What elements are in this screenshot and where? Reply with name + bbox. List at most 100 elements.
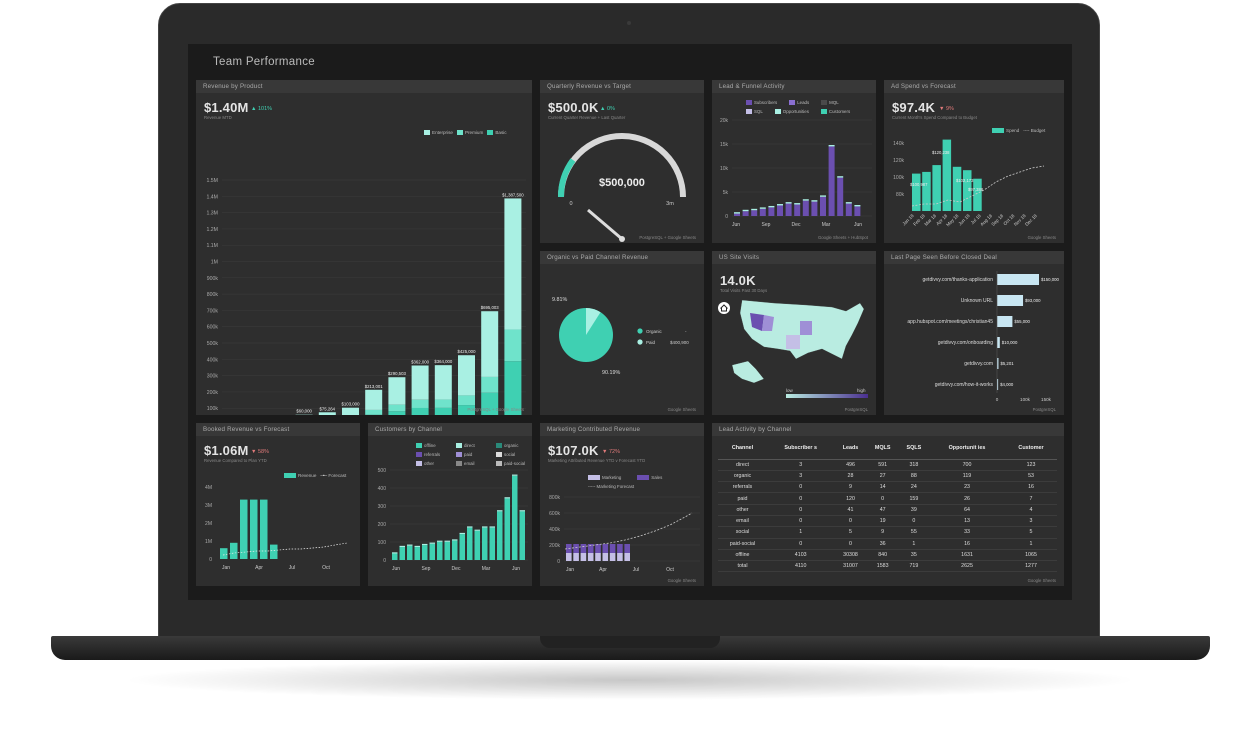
bar-segment xyxy=(512,474,518,476)
panel-title: US Site Visits xyxy=(712,251,876,264)
x-tick: Oct xyxy=(322,565,330,571)
table-cell: 16 xyxy=(929,538,1006,550)
y-tick: 0 xyxy=(725,214,728,220)
laptop-notch xyxy=(540,636,720,648)
booked-revenue-panel[interactable]: Booked Revenue vs Forecast $1.06M ▼ 58% … xyxy=(196,423,360,586)
bar xyxy=(973,178,982,211)
column-header[interactable]: MQLS xyxy=(866,438,899,460)
column-header[interactable]: Opportunit ies xyxy=(929,438,1006,460)
table-cell: paid-social xyxy=(718,538,767,550)
data-label: $10,000 xyxy=(1002,340,1018,345)
legend-spend: Spend xyxy=(992,128,1019,134)
lead-funnel-panel[interactable]: Lead & Funnel Activity Subscribers Leads… xyxy=(712,80,876,243)
panel-title: Customers by Channel xyxy=(368,423,532,436)
marketing-delta: ▼ 72% xyxy=(602,449,620,455)
bar-segment xyxy=(458,395,475,406)
table-cell: 88 xyxy=(898,470,930,483)
ad-spend-value: $97.4K xyxy=(892,100,936,115)
y-tick: 0 xyxy=(209,557,212,563)
table-cell: referrals xyxy=(718,481,767,494)
bar-segment xyxy=(365,389,383,410)
bar-segment xyxy=(458,355,475,396)
table-cell: 0 xyxy=(834,538,867,550)
map-region-mid xyxy=(800,321,812,335)
bar-segment xyxy=(617,544,623,553)
legend-opportunities: Opportunities xyxy=(774,107,809,116)
legend-organic: organic xyxy=(496,441,518,450)
home-icon[interactable] xyxy=(718,302,730,314)
table-row: offline 4103 30308 840 35 1631 1065 xyxy=(718,549,1057,562)
table-cell: 19 xyxy=(866,515,899,528)
ad-spend-panel[interactable]: Ad Spend vs Forecast $97.4K ▼ 9% Current… xyxy=(884,80,1064,243)
table-cell: other xyxy=(718,504,767,516)
y-tick: 500 xyxy=(378,468,387,474)
x-tick: Sep xyxy=(422,566,431,572)
panel-title: Ad Spend vs Forecast xyxy=(884,80,1064,93)
y-tick: 300k xyxy=(207,374,219,380)
bar xyxy=(519,511,525,560)
organic-vs-paid-panel[interactable]: Organic vs Paid Channel Revenue 9.81% 90… xyxy=(540,251,704,415)
table-cell: 0 xyxy=(767,538,835,550)
data-source: Google Sheets xyxy=(667,578,696,583)
column-header[interactable]: SQLS xyxy=(898,438,930,460)
chart-legend: Enterprise Premium Basic xyxy=(424,130,507,136)
table-cell: 41 xyxy=(834,504,867,516)
table-row: paid 0 120 0 159 26 7 xyxy=(718,492,1057,505)
table-cell: 9 xyxy=(834,481,867,494)
x-tick: Mar xyxy=(822,222,831,228)
bar-segment xyxy=(785,202,792,204)
legend-sql: SQL xyxy=(746,107,763,116)
marketing-chart: 800k 600k 400k 200k 0 Jan Apr Jul Oct xyxy=(549,495,700,573)
panel-title: Quarterly Revenue vs Target xyxy=(540,80,704,93)
bar xyxy=(444,541,450,560)
column-header[interactable]: Customer xyxy=(1005,438,1057,460)
bar xyxy=(734,213,740,216)
bar xyxy=(777,205,783,216)
table-cell: 0 xyxy=(834,515,867,528)
bar-segment xyxy=(481,311,499,377)
column-header[interactable]: Channel xyxy=(718,438,767,460)
last-page-panel[interactable]: Last Page Seen Before Closed Deal getdiv… xyxy=(884,251,1064,415)
bar xyxy=(220,548,228,559)
table-cell: 2625 xyxy=(929,560,1006,573)
pie-label-paid: 90.19% xyxy=(602,370,620,376)
bar-segment xyxy=(411,365,429,400)
bar xyxy=(997,295,1024,306)
bar-segment xyxy=(437,540,443,542)
page-label: getdivvy.com/onboarding xyxy=(938,340,993,346)
bar-segment xyxy=(459,532,465,535)
lead-activity-panel[interactable]: Lead Activity by Channel Channel Subscrib… xyxy=(712,423,1064,586)
y-tick: 1.1M xyxy=(206,243,218,249)
bar-segment xyxy=(609,544,616,553)
quarterly-revenue-panel[interactable]: Quarterly Revenue vs Target $500.0K ▲ 0%… xyxy=(540,80,704,243)
legend-budget: ---- Budget xyxy=(1023,128,1046,134)
data-label: $103,000 xyxy=(342,402,361,407)
y-tick: 20k xyxy=(720,118,729,124)
legend-subscribers: Subscribers xyxy=(746,98,777,107)
y-tick: 0 xyxy=(383,558,386,564)
legend-enterprise: Enterprise xyxy=(424,130,453,136)
bar xyxy=(785,203,792,216)
bar xyxy=(482,527,488,560)
column-header[interactable]: Leads xyxy=(834,438,867,460)
pie-chart: 9.81% 90.19% Organic - Paid $400,900 xyxy=(552,297,689,376)
table-cell: offline xyxy=(718,549,767,562)
panel-title: Organic vs Paid Channel Revenue xyxy=(540,251,704,264)
customers-by-channel-panel[interactable]: Customers by Channel offline direct orga… xyxy=(368,423,532,586)
data-label: $93,000 xyxy=(1025,298,1041,303)
table-cell: 1065 xyxy=(1005,549,1057,562)
y-tick: 900k xyxy=(207,276,219,282)
x-tick: May 18 xyxy=(945,213,960,228)
bar-segment xyxy=(837,176,844,178)
data-label: $290,503 xyxy=(388,371,407,376)
us-map: low high xyxy=(718,299,868,398)
revenue-by-product-panel[interactable]: Revenue by Product $1.40M ▲ 101% Revenue… xyxy=(196,80,532,415)
bar-segment xyxy=(452,539,458,541)
data-label: $60,000 xyxy=(296,409,312,414)
column-header[interactable]: Subscriber s xyxy=(767,438,835,460)
marketing-revenue-panel[interactable]: Marketing Contributed Revenue $107.0K ▼ … xyxy=(540,423,704,586)
us-site-visits-panel[interactable]: US Site Visits 14.0K Total Visits Past 3… xyxy=(712,251,876,415)
x-tick: Jun 18 xyxy=(957,213,971,227)
bar xyxy=(845,203,852,216)
gauge-fill xyxy=(557,158,576,198)
